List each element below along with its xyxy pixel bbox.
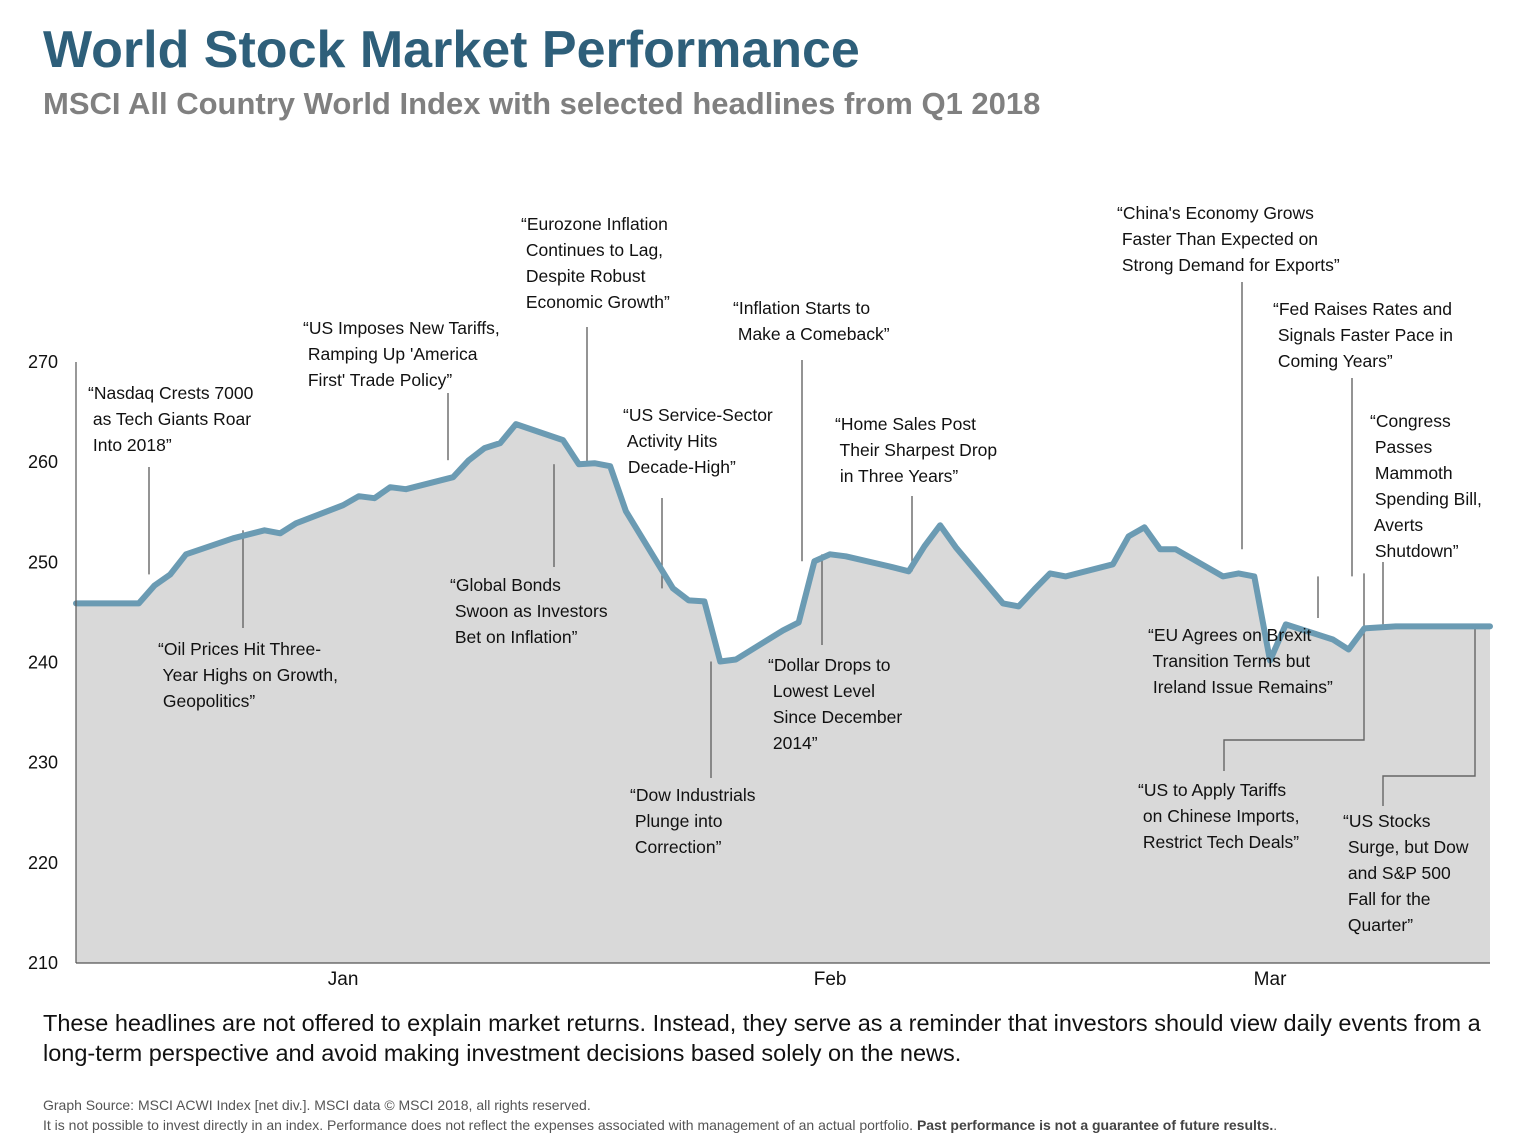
headline-annotation-line: Activity Hits	[623, 431, 718, 451]
headline-annotation-line: Year Highs on Growth,	[158, 665, 338, 685]
headline-annotation-line: Their Sharpest Drop	[835, 440, 997, 460]
headline-annotation-line: on Chinese Imports,	[1138, 806, 1299, 826]
x-tick-label: Mar	[1254, 969, 1287, 990]
page-subtitle: MSCI All Country World Index with select…	[43, 86, 1041, 121]
headline-annotation-line: “US Imposes New Tariffs,	[303, 318, 500, 338]
headline-annotation-line: Restrict Tech Deals”	[1138, 832, 1299, 852]
index-series-line	[73, 421, 1493, 665]
headline-annotation-line: Ireland Issue Remains”	[1148, 677, 1333, 697]
headline-annotation-line: “Fed Raises Rates and	[1273, 299, 1452, 319]
headline-annotation-line: Plunge into	[630, 811, 722, 831]
headline-annotation-line: Strong Demand for Exports”	[1117, 255, 1340, 275]
headline-annotation-line: “Dollar Drops to	[768, 655, 891, 675]
headline-annotation-line: Averts	[1370, 515, 1423, 535]
headline-annotation-line: Geopolitics”	[158, 691, 255, 711]
headline-annotation-line: Spending Bill,	[1370, 489, 1482, 509]
headline-annotation: “Global Bonds Swoon as Investors Bet on …	[450, 575, 608, 647]
headline-annotation-line: “US Service-Sector	[623, 405, 773, 425]
headline-annotation: “China's Economy Grows Faster Than Expec…	[1117, 203, 1340, 275]
y-tick-label: 220	[28, 853, 58, 873]
headline-annotation-line: Continues to Lag,	[521, 240, 663, 260]
source-line-2-text: It is not possible to invest directly in…	[43, 1117, 914, 1133]
headline-annotation: “US to Apply Tariffs on Chinese Imports,…	[1138, 780, 1299, 852]
headline-annotation-line: Coming Years”	[1273, 351, 1393, 371]
headline-annotation-line: “Home Sales Post	[835, 414, 976, 434]
headline-annotation-line: “Dow Industrials	[630, 785, 756, 805]
headline-annotations: “Nasdaq Crests 7000 as Tech Giants Roar …	[88, 203, 1482, 935]
annotation-connector	[1223, 573, 1365, 771]
source-line-2: It is not possible to invest directly in…	[43, 1117, 1278, 1133]
y-tick-label: 250	[28, 552, 58, 572]
x-tick-label: Jan	[328, 969, 359, 990]
headline-annotation-line: “Global Bonds	[450, 575, 561, 595]
headline-annotation-line: Fall for the	[1343, 889, 1431, 909]
headline-annotation: “US Stocks Surge, but Dow and S&P 500 Fa…	[1343, 811, 1469, 935]
y-tick-label: 240	[28, 653, 58, 673]
headline-annotation: “Home Sales Post Their Sharpest Drop in …	[835, 414, 997, 486]
headline-annotation-line: “Oil Prices Hit Three-	[158, 639, 321, 659]
headline-annotation-line: Lowest Level	[768, 681, 875, 701]
headline-annotation: “Dollar Drops to Lowest Level Since Dece…	[768, 655, 902, 753]
y-tick-label: 230	[28, 753, 58, 773]
headline-annotation-line: “US to Apply Tariffs	[1138, 780, 1286, 800]
source-line-1: Graph Source: MSCI ACWI Index [net div.]…	[43, 1097, 591, 1113]
disclaimer-note: These headlines are not offered to expla…	[43, 1010, 1481, 1066]
headline-annotation-line: Swoon as Investors	[450, 601, 608, 621]
headline-annotation: “Oil Prices Hit Three- Year Highs on Gro…	[158, 639, 338, 711]
headline-annotation-line: Passes	[1370, 437, 1432, 457]
headline-annotation-line: in Three Years”	[835, 466, 958, 486]
headline-annotation-line: Economic Growth”	[521, 292, 670, 312]
headline-annotation-line: “Eurozone Inflation	[521, 214, 668, 234]
headline-annotation: “Eurozone Inflation Continues to Lag, De…	[521, 214, 670, 312]
headline-annotation-line: Decade-High”	[623, 457, 736, 477]
headline-annotation-line: First' Trade Policy”	[303, 370, 452, 390]
headline-annotation: “Inflation Starts to Make a Comeback”	[733, 298, 890, 344]
past-performance-disclaimer: Past performance is not a guarantee of f…	[916, 1117, 1274, 1133]
y-tick-label: 270	[28, 352, 58, 372]
headline-annotation-line: Since December	[768, 707, 902, 727]
headline-annotation-line: 2014”	[768, 733, 818, 753]
headline-annotation-line: Mammoth	[1370, 463, 1453, 483]
stock-area-chart: 270 260 250 240 230 220 210 Jan Feb Mar “Nasdaq …	[28, 203, 1493, 990]
headline-annotation: “US Service-Sector Activity Hits Decade-…	[623, 405, 773, 477]
headline-annotation-line: “Inflation Starts to	[733, 298, 870, 318]
headline-annotation-line: Into 2018”	[88, 435, 172, 455]
y-axis: 270 260 250 240 230 220 210	[28, 352, 58, 973]
headline-annotation: “EU Agrees on Brexit Transition Terms bu…	[1148, 625, 1333, 697]
headline-annotation-line: Signals Faster Pace in	[1273, 325, 1453, 345]
x-axis: Jan Feb Mar	[328, 969, 1287, 990]
headline-annotation: “Fed Raises Rates and Signals Faster Pac…	[1273, 299, 1453, 371]
headline-annotation-line: Make a Comeback”	[733, 324, 890, 344]
source-footnote: Graph Source: MSCI ACWI Index [net div.]…	[43, 1095, 1277, 1135]
headline-annotation-line: “China's Economy Grows	[1117, 203, 1314, 223]
headline-annotation-line: “Congress	[1370, 411, 1451, 431]
headline-annotation-line: Surge, but Dow	[1343, 837, 1469, 857]
headline-annotation-line: Quarter”	[1343, 915, 1413, 935]
annotation-connector	[1382, 628, 1476, 806]
headline-annotation-line: Faster Than Expected on	[1117, 229, 1318, 249]
headline-annotation: “Congress Passes Mammoth Spending Bill, …	[1370, 411, 1482, 561]
headline-annotation-line: Transition Terms but	[1148, 651, 1310, 671]
headline-annotation: “Dow Industrials Plunge into Correction”	[630, 785, 756, 857]
page-title: World Stock Market Performance	[43, 21, 860, 79]
y-tick-label: 260	[28, 452, 58, 472]
headline-annotation-line: “US Stocks	[1343, 811, 1431, 831]
headline-annotation-line: as Tech Giants Roar	[88, 409, 251, 429]
headline-annotation-line: Shutdown”	[1370, 541, 1459, 561]
chart-axes	[75, 362, 1490, 964]
headline-annotation-line: and S&P 500	[1343, 863, 1451, 883]
headline-annotation-line: “Nasdaq Crests 7000	[88, 383, 254, 403]
headline-annotation-line: Despite Robust	[521, 266, 646, 286]
headline-annotation-line: Ramping Up 'America	[303, 344, 478, 364]
headline-annotation-line: Bet on Inflation”	[450, 627, 578, 647]
headline-annotation-line: “EU Agrees on Brexit	[1148, 625, 1312, 645]
y-tick-label: 210	[28, 953, 58, 973]
index-area-fill	[76, 424, 1490, 964]
headline-annotation: “US Imposes New Tariffs, Ramping Up 'Ame…	[303, 318, 500, 390]
headline-annotation: “Nasdaq Crests 7000 as Tech Giants Roar …	[88, 383, 254, 455]
headline-annotation-line: Correction”	[630, 837, 722, 857]
x-tick-label: Feb	[814, 969, 847, 990]
